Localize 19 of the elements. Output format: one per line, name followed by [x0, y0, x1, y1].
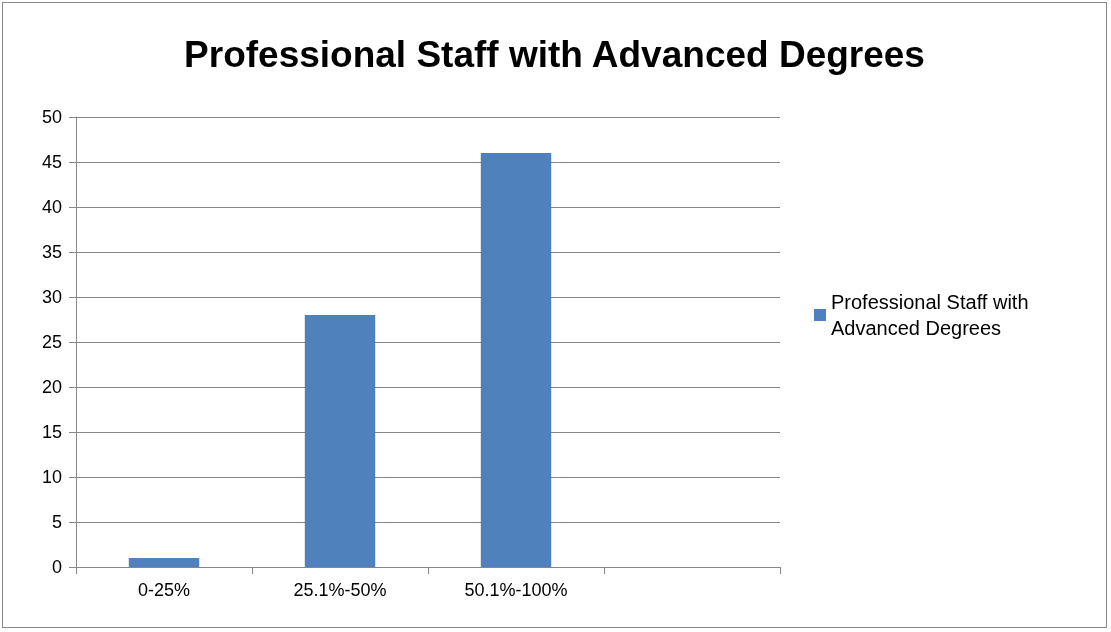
y-tick-label: 30	[41, 287, 62, 307]
y-tick-label: 10	[41, 467, 62, 487]
bar	[128, 558, 200, 567]
y-tick-label: 5	[51, 512, 62, 532]
y-tick-label: 45	[41, 152, 62, 172]
legend-label: Professional Staff with Advanced Degrees	[831, 291, 1035, 339]
y-tick-label: 15	[41, 422, 62, 442]
y-tick-label: 40	[41, 197, 62, 217]
chart-title: Professional Staff with Advanced Degrees	[184, 34, 925, 75]
x-tick-label: 50.1%-100%	[464, 580, 568, 600]
y-tick-label: 35	[41, 242, 62, 262]
bar	[480, 153, 552, 567]
x-tick-label: 25.1%-50%	[293, 580, 387, 600]
y-tick-label: 25	[41, 332, 62, 352]
x-tick-label: 0-25%	[137, 580, 191, 600]
y-tick-label: 20	[41, 377, 62, 397]
bar	[304, 315, 376, 567]
y-tick-label: 0	[51, 557, 62, 577]
y-tick-label: 50	[41, 107, 62, 127]
